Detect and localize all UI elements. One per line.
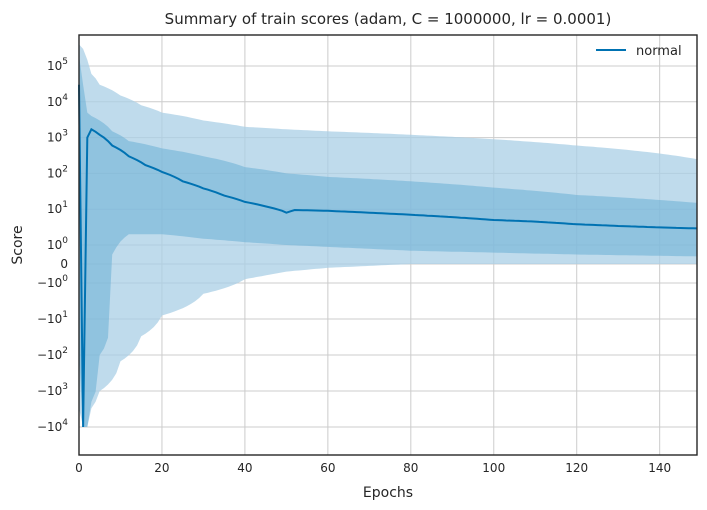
y-tick-label: 105 (47, 57, 68, 73)
legend-label: normal (636, 44, 682, 59)
x-tick-label: 60 (320, 461, 335, 475)
y-tick-label: 0 (60, 257, 68, 271)
y-tick-labels: 105 104 103 102 101 100 0 −100 −101 −102 −103 −104 (37, 57, 68, 434)
y-tick-label: 103 (47, 129, 68, 145)
y-tick-label: −101 (37, 310, 68, 326)
y-tick-label: −104 (37, 418, 68, 434)
x-tick-label: 20 (154, 461, 169, 475)
y-axis-label: Score (10, 225, 26, 264)
y-tick-label: 101 (47, 200, 68, 216)
chart-title: Summary of train scores (adam, C = 10000… (165, 10, 612, 28)
x-tick-label: 140 (648, 461, 671, 475)
y-tick-label: −102 (37, 346, 68, 362)
x-tick-label: 100 (482, 461, 505, 475)
plot-frame (78, 34, 698, 456)
x-tick-label: 40 (237, 461, 252, 475)
y-tick-label: 102 (47, 164, 68, 180)
bands (79, 44, 697, 428)
lines (78, 84, 698, 428)
x-tick-label: 80 (403, 461, 418, 475)
x-tick-label: 120 (565, 461, 588, 475)
series-line-normal (78, 84, 698, 428)
y-tick-label: 104 (47, 93, 68, 109)
x-tick-labels: 0 20 40 60 80 100 120 140 (75, 461, 671, 475)
legend: normal (596, 44, 682, 59)
y-tick-label: −103 (37, 382, 68, 398)
x-tick-label: 0 (75, 461, 83, 475)
y-tick-label: −100 (37, 274, 68, 290)
inner-std-band (79, 55, 697, 427)
y-tick-label: 100 (47, 236, 68, 252)
x-axis-label: Epochs (363, 485, 413, 501)
